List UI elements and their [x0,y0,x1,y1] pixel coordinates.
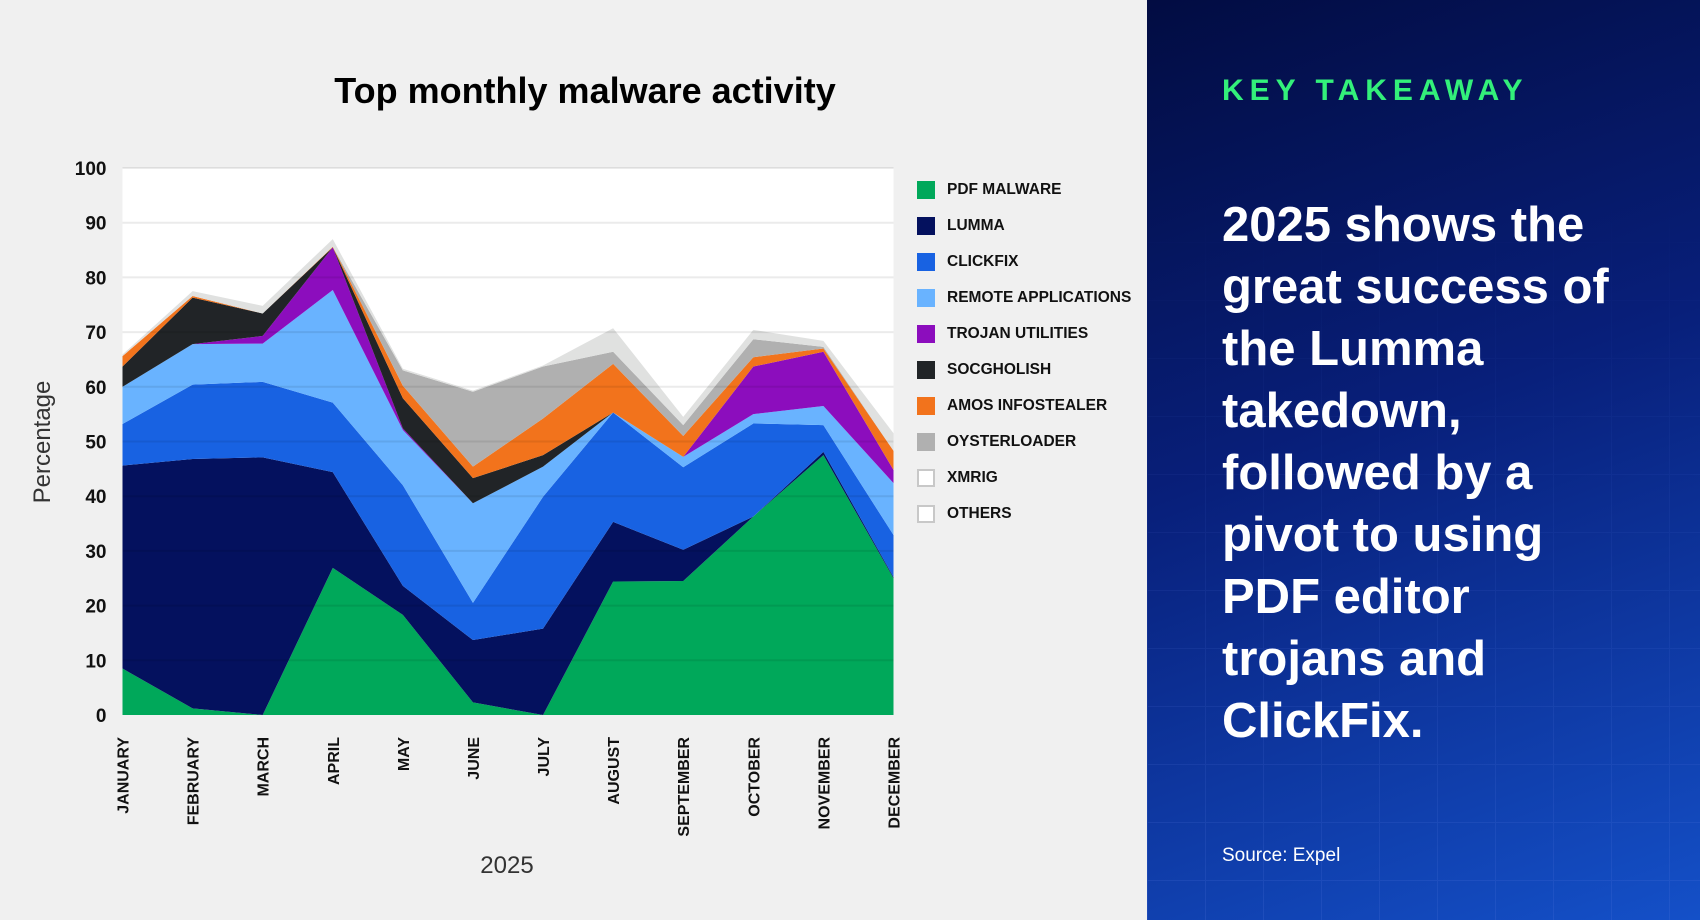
x-tick-label: MAY [396,737,413,771]
legend-swatch [917,253,935,271]
y-tick-label: 100 [75,159,107,180]
legend-label: CLICKFIX [947,253,1019,270]
legend-swatch [917,361,935,379]
message-line: great success of [1222,260,1609,314]
y-tick-label: 10 [85,651,106,672]
legend-item: OYSTERLOADER [917,424,1131,460]
legend-item: PDF MALWARE [917,172,1131,208]
legend-item: SOCGHOLISH [917,352,1131,388]
message-line: followed by a [1222,446,1533,500]
key-takeaway-panel: KEY TAKEAWAY 2025 shows the great success… [1147,0,1700,920]
area-trojan-utilities [122,247,894,504]
x-tick-label: APRIL [326,737,343,785]
area-lumma [122,451,894,715]
x-tick-label: DECEMBER [887,737,904,829]
legend-label: AMOS INFOSTEALER [947,397,1108,414]
x-tick-label: MARCH [256,737,273,797]
area-others [122,239,894,451]
x-tick-label: FEBRUARY [186,737,203,826]
x-tick-label: AUGUST [606,737,623,805]
legend-item: XMRIG [917,460,1131,496]
legend-label: LUMMA [947,217,1005,234]
legend-label: OTHERS [947,505,1012,522]
area-clickfix [122,381,894,641]
key-takeaway-heading: KEY TAKEAWAY [1222,74,1529,107]
y-tick-label: 50 [85,433,106,454]
legend-swatch [917,397,935,415]
y-tick-label: 20 [85,597,106,618]
area-oysterloader [122,246,894,467]
x-tick-label: OCTOBER [746,737,763,817]
legend-item: LUMMA [917,208,1131,244]
message-line: PDF editor [1222,570,1470,624]
chart-area: Top monthly malware activity 0 10 20 30 40 50… [29,70,1132,879]
message-line: pivot to using [1222,508,1544,562]
x-axis-label: 2025 [480,852,533,879]
message-line: ClickFix. [1222,694,1424,748]
y-tick-label: 60 [85,378,106,399]
y-tick-label: 40 [85,487,106,508]
source-note: Source: Expel [1222,845,1341,866]
y-tick-label: 70 [85,323,106,344]
legend-swatch [917,181,935,199]
legend-swatch [917,289,935,307]
x-tick-label: NOVEMBER [816,737,833,830]
legend-item: OTHERS [917,496,1131,532]
legend-label: SOCGHOLISH [947,361,1052,378]
x-tick-label: JANUARY [116,737,133,814]
y-tick-label: 80 [85,268,106,289]
y-axis-label: Percentage [29,381,56,504]
legend-swatch [917,325,935,343]
x-tick-label: SEPTEMBER [676,737,693,837]
message-line: takedown, [1222,384,1462,438]
y-tick-label: 0 [96,706,107,727]
chart-title: Top monthly malware activity [334,70,836,111]
message-line: the Lumma [1222,322,1484,376]
legend-label: OYSTERLOADER [947,433,1077,450]
legend-label: XMRIG [947,469,998,486]
legend-item: CLICKFIX [917,244,1131,280]
legend-label: TROJAN UTILITIES [947,325,1089,342]
legend-swatch [917,505,935,523]
legend-label: REMOTE APPLICATIONS [947,289,1132,306]
y-tick-label: 30 [85,542,106,563]
y-tick-label: 90 [85,214,106,235]
area-pdf-malware [122,455,894,715]
legend-swatch [917,469,935,487]
legend-label: PDF MALWARE [947,181,1062,198]
grid-pattern [1147,0,1700,920]
legend-swatch [917,217,935,235]
legend: PDF MALWARE LUMMA CLICKFIX REMOTE APPLICATI… [917,172,1131,532]
message-line: trojans and [1222,632,1487,686]
area-amos-infostealer [122,246,894,479]
legend-item: TROJAN UTILITIES [917,316,1131,352]
legend-swatch [917,433,935,451]
stacked-area-chart: 0 10 20 30 40 50 60 70 80 90 100 JANUARY FEBRUARY MAR… [29,159,904,879]
area-remote-applications [122,289,894,603]
legend-item: AMOS INFOSTEALER [917,388,1131,424]
x-tick-label: JULY [536,737,553,777]
message-line: 2025 shows the [1222,198,1585,252]
takeaway-message: 2025 shows the great success of the Lumma t… [1222,194,1609,752]
legend-item: REMOTE APPLICATIONS [917,280,1131,316]
x-tick-label: JUNE [466,737,483,780]
